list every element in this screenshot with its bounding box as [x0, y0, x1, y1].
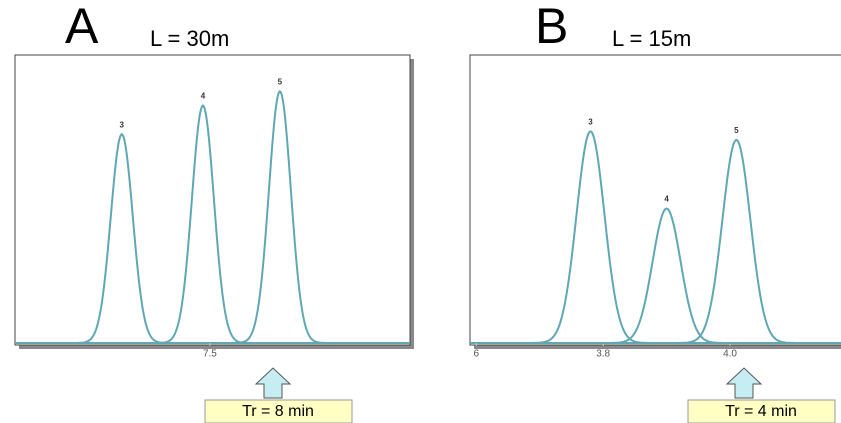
annotation-box — [204, 399, 353, 423]
panel-subtitle: L = 30m — [150, 26, 229, 51]
peak-label: 4 — [201, 92, 206, 101]
arrow — [725, 367, 763, 399]
plot — [15, 89, 410, 346]
peak-label: 5 — [278, 77, 283, 86]
annotation-box — [687, 399, 836, 423]
peak-label: 3 — [120, 120, 125, 129]
x-tick-label: 7.5 — [203, 349, 217, 360]
peak-label: 4 — [664, 195, 669, 204]
x-tick-label: 3.8 — [596, 349, 610, 360]
peak-label: 3 — [588, 117, 593, 126]
peak — [666, 138, 807, 344]
frame — [14, 54, 411, 346]
peak — [596, 207, 737, 344]
annotation: Tr = 8 min — [242, 403, 314, 420]
panel-letter: A — [65, 0, 99, 54]
annotation: Tr = 4 min — [725, 403, 797, 420]
panel-subtitle: L = 15m — [612, 26, 691, 51]
panel-letter: B — [535, 0, 568, 54]
frame — [469, 54, 841, 346]
plot — [470, 130, 841, 346]
x-tick-label: 6 — [474, 349, 480, 360]
x-tick-label: 4.0 — [723, 349, 737, 360]
peak-label: 5 — [734, 126, 739, 135]
peak — [520, 130, 661, 344]
peak — [224, 89, 335, 344]
arrow — [254, 367, 292, 399]
